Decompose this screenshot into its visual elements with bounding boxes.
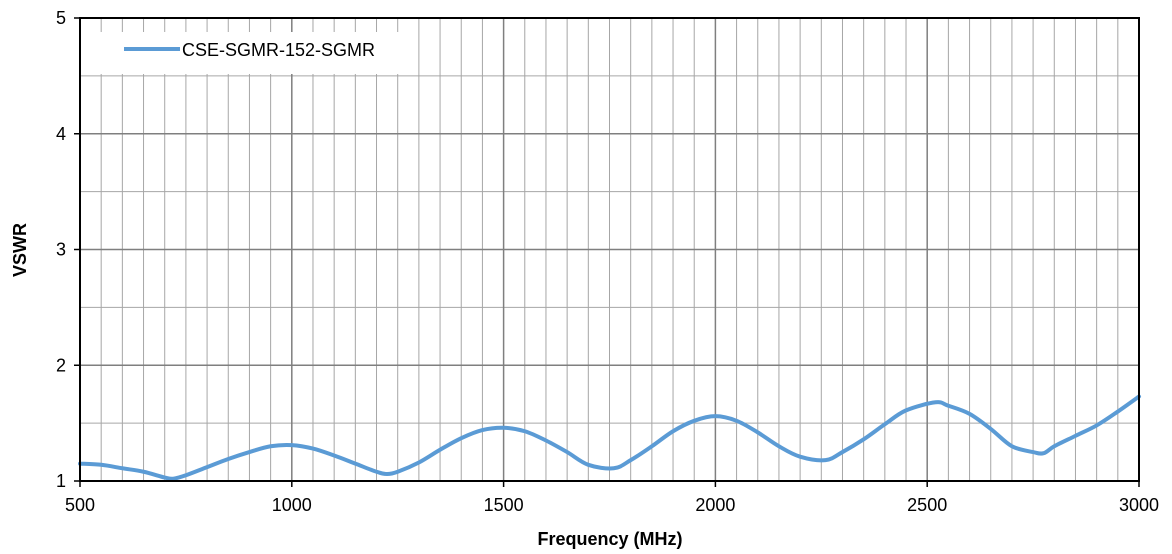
y-axis-title: VSWR [10, 223, 30, 277]
series-line [78, 394, 1141, 481]
x-axis-title: Frequency (MHz) [537, 529, 682, 549]
x-tick-label: 2500 [907, 495, 947, 515]
y-tick-label: 3 [56, 240, 66, 260]
x-axis-tick-labels: 500 1000 1500 2000 2500 3000 [65, 481, 1159, 515]
x-tick-label: 3000 [1119, 495, 1159, 515]
y-tick-label: 1 [56, 471, 66, 491]
x-tick-label: 1000 [272, 495, 312, 515]
series-layer [78, 394, 1141, 481]
y-tick-label: 4 [56, 124, 66, 144]
x-tick-label: 500 [65, 495, 95, 515]
y-tick-label: 2 [56, 355, 66, 375]
legend-background [100, 32, 416, 74]
y-axis-tick-labels: 1 2 3 4 5 [56, 8, 80, 491]
x-tick-label: 1500 [484, 495, 524, 515]
legend-label: CSE-SGMR-152-SGMR [182, 40, 375, 60]
legend: CSE-SGMR-152-SGMR [100, 32, 416, 74]
x-tick-label: 2000 [695, 495, 735, 515]
major-gridlines [80, 18, 1139, 481]
y-tick-label: 5 [56, 8, 66, 28]
